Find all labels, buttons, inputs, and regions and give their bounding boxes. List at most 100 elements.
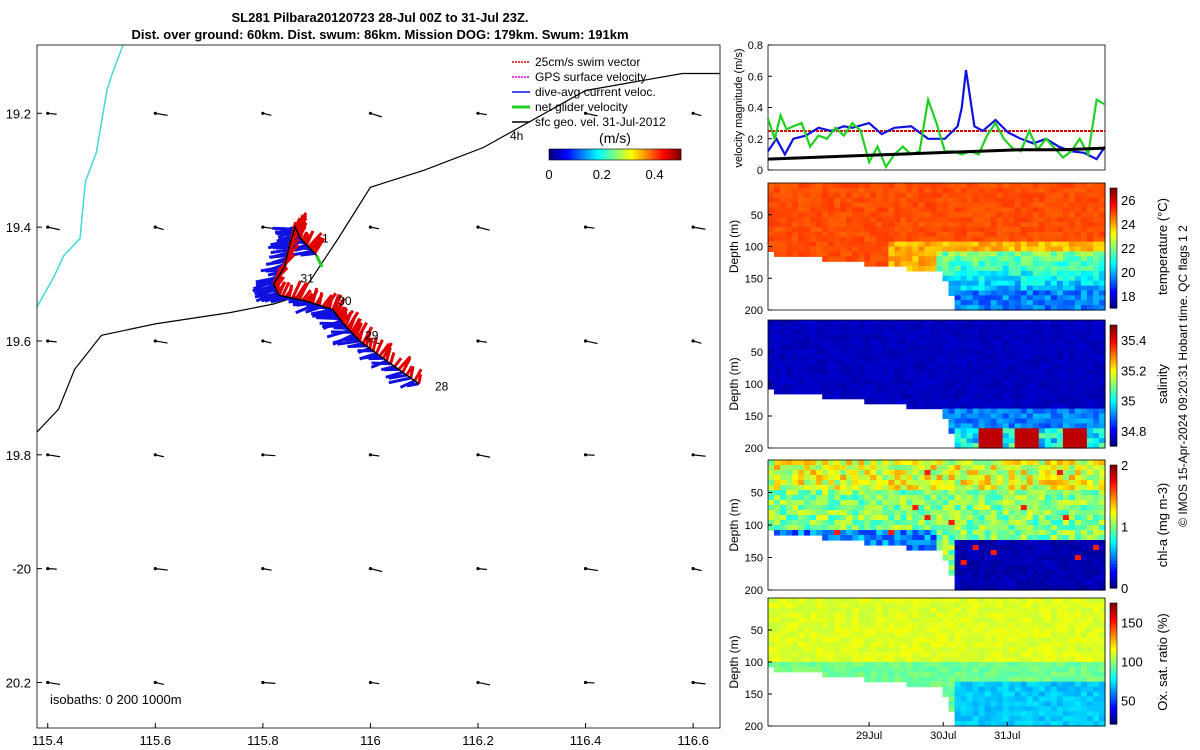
profile-cell	[972, 716, 980, 722]
profile-cell	[810, 602, 817, 609]
profile-cell	[1032, 398, 1040, 405]
profile-cell	[924, 545, 932, 551]
profile-cell	[840, 384, 847, 390]
profile-cell	[1080, 246, 1088, 252]
profile-cell	[954, 657, 962, 663]
colorbar-segment	[1110, 563, 1117, 568]
profile-cell	[1050, 334, 1058, 341]
colorbar-segment	[1110, 203, 1117, 207]
profile-cell	[990, 433, 998, 439]
profile-cell	[966, 183, 974, 189]
profile-cell	[984, 423, 992, 429]
profile-cell	[936, 379, 944, 385]
profile-cell	[954, 295, 962, 301]
profile-cell	[1044, 187, 1052, 194]
profile-cell	[1008, 612, 1016, 619]
profile-cell	[948, 652, 956, 658]
profile-cell	[1020, 212, 1028, 218]
profile-cell	[1002, 647, 1010, 653]
profile-cell	[1093, 505, 1100, 511]
profile-cell	[1062, 349, 1070, 355]
profile-cell	[978, 290, 986, 296]
profile-cell	[1020, 388, 1028, 395]
profile-cell	[858, 251, 865, 257]
profile-cell	[972, 379, 980, 385]
profile-cell	[876, 207, 883, 213]
profile-cell	[984, 480, 992, 486]
profile-cell	[852, 241, 859, 248]
profile-cell	[786, 662, 793, 668]
profile-cell	[906, 632, 913, 638]
profile-cell	[906, 231, 913, 238]
profile-cell	[1086, 236, 1094, 243]
profile-cell	[1032, 329, 1040, 336]
profile-cell	[1026, 398, 1034, 405]
profile-cell	[924, 374, 932, 380]
profile-cell	[798, 632, 805, 638]
swim-vector	[397, 355, 412, 371]
profile-cell	[1056, 320, 1064, 326]
profile-cell	[1020, 275, 1028, 282]
profile-cell	[960, 344, 968, 351]
profile-cell	[864, 627, 871, 633]
profile-cell	[840, 344, 847, 351]
profile-cell	[954, 241, 962, 248]
profile-cell	[990, 359, 998, 365]
profile-cell	[894, 187, 901, 194]
profile-cell	[864, 617, 871, 624]
profile-cell	[954, 197, 962, 204]
profile-cell	[882, 339, 889, 346]
profile-cell	[990, 192, 998, 199]
profile-cell	[870, 460, 877, 466]
profile-cell	[978, 207, 986, 213]
profile-cell	[1062, 183, 1070, 189]
profile-cell	[870, 241, 877, 248]
profile-cell	[1008, 197, 1016, 204]
profile-cell	[816, 364, 823, 370]
profile-cell	[978, 627, 986, 633]
sfc-vel-arrow-head	[476, 453, 480, 457]
profile-cell	[822, 344, 829, 351]
colorbar-segment	[553, 149, 556, 160]
profile-cell	[1074, 540, 1082, 546]
profile-cell	[960, 555, 968, 561]
profile-cell	[888, 222, 895, 228]
profile-cell	[948, 696, 956, 702]
profile-cell	[1050, 495, 1058, 501]
profile-cell	[816, 490, 823, 496]
profile-cell	[822, 530, 829, 536]
profile-cell	[858, 388, 865, 395]
profile-cell	[1080, 359, 1088, 365]
profile-cell	[840, 612, 847, 619]
profile-cell	[1014, 183, 1022, 189]
profile-cell	[1044, 428, 1052, 434]
profile-cell	[852, 510, 859, 516]
profile-cell	[1008, 617, 1016, 624]
profile-cell	[876, 632, 883, 638]
profile-cell	[882, 192, 889, 199]
profile-cell	[984, 266, 992, 272]
day-label: 30	[338, 294, 352, 308]
profile-cell	[1080, 555, 1088, 561]
profile-cell	[1014, 320, 1022, 326]
profile-cell	[1032, 344, 1040, 351]
profile-cell	[1020, 285, 1028, 292]
profile-cell	[966, 706, 974, 712]
profile-cell	[990, 320, 998, 326]
profile-cell	[906, 666, 913, 673]
profile-cell	[900, 217, 907, 223]
profile-cell	[972, 676, 980, 683]
profile-cell	[882, 602, 889, 609]
profile-cell	[966, 607, 974, 614]
profile-cell	[1086, 261, 1094, 267]
profile-cell	[822, 212, 829, 218]
profile-cell	[918, 266, 925, 272]
profile-cell	[900, 598, 907, 604]
profile-cell	[768, 246, 775, 252]
profile-cell	[1099, 207, 1106, 213]
profile-cell	[996, 490, 1004, 496]
sfc-vel-arrow-head	[153, 111, 157, 115]
profile-cell	[972, 617, 980, 624]
profile-cell	[822, 393, 829, 400]
profile-cell	[960, 575, 968, 581]
